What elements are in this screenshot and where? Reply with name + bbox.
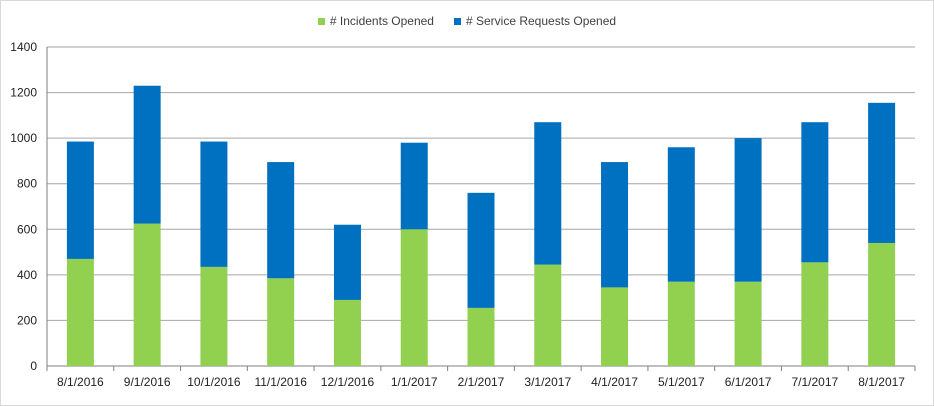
x-tick-label: 8/1/2016 <box>57 375 104 389</box>
bar-service-requests <box>801 122 829 263</box>
x-tick-label: 2/1/2017 <box>458 375 505 389</box>
bar-service-requests <box>267 162 295 279</box>
chart-legend: # Incidents Opened # Service Requests Op… <box>0 14 934 28</box>
legend-item-service-requests: # Service Requests Opened <box>453 14 617 28</box>
x-tick-label: 10/1/2016 <box>187 375 241 389</box>
bar-incidents <box>734 281 762 366</box>
bar-service-requests <box>667 147 695 282</box>
x-tick-label: 1/1/2017 <box>391 375 438 389</box>
bar-incidents <box>267 278 295 366</box>
bar-incidents <box>66 258 94 366</box>
legend-label-service-requests: # Service Requests Opened <box>465 14 617 28</box>
bar-incidents <box>868 242 896 366</box>
bar-incidents <box>534 264 562 366</box>
legend-item-incidents: # Incidents Opened <box>317 14 434 28</box>
bar-service-requests <box>400 142 428 230</box>
bar-incidents <box>601 287 629 366</box>
y-tick-label: 0 <box>30 359 37 373</box>
bar-service-requests <box>333 224 361 300</box>
bar-incidents <box>400 229 428 366</box>
legend-swatch-incidents <box>317 17 325 25</box>
bar-incidents <box>200 266 228 366</box>
bar-service-requests <box>467 192 495 308</box>
legend-swatch-service-requests <box>453 17 461 25</box>
x-tick-label: 3/1/2017 <box>524 375 571 389</box>
bar-service-requests <box>601 162 629 288</box>
y-tick-label: 1400 <box>10 40 37 54</box>
x-tick-label: 8/1/2017 <box>858 375 905 389</box>
x-tick-label: 12/1/2016 <box>321 375 375 389</box>
y-tick-label: 200 <box>17 313 37 327</box>
bar-incidents <box>133 223 161 366</box>
bar-service-requests <box>200 141 228 267</box>
x-tick-label: 6/1/2017 <box>725 375 772 389</box>
bar-incidents <box>801 262 829 366</box>
x-tick-label: 9/1/2016 <box>124 375 171 389</box>
bar-service-requests <box>534 122 562 265</box>
bar-incidents <box>333 299 361 366</box>
y-tick-label: 400 <box>17 268 37 282</box>
bar-service-requests <box>734 138 762 282</box>
y-tick-label: 1000 <box>10 131 37 145</box>
y-tick-label: 800 <box>17 177 37 191</box>
bar-service-requests <box>133 85 161 224</box>
x-tick-label: 5/1/2017 <box>658 375 705 389</box>
legend-label-incidents: # Incidents Opened <box>329 14 434 28</box>
bar-service-requests <box>66 141 94 259</box>
x-tick-label: 4/1/2017 <box>591 375 638 389</box>
x-tick-label: 7/1/2017 <box>791 375 838 389</box>
x-tick-label: 11/1/2016 <box>254 375 307 389</box>
y-tick-label: 600 <box>17 222 37 236</box>
bar-incidents <box>467 307 495 366</box>
y-tick-label: 1200 <box>10 86 37 100</box>
bar-service-requests <box>868 102 896 243</box>
bar-incidents <box>667 281 695 366</box>
